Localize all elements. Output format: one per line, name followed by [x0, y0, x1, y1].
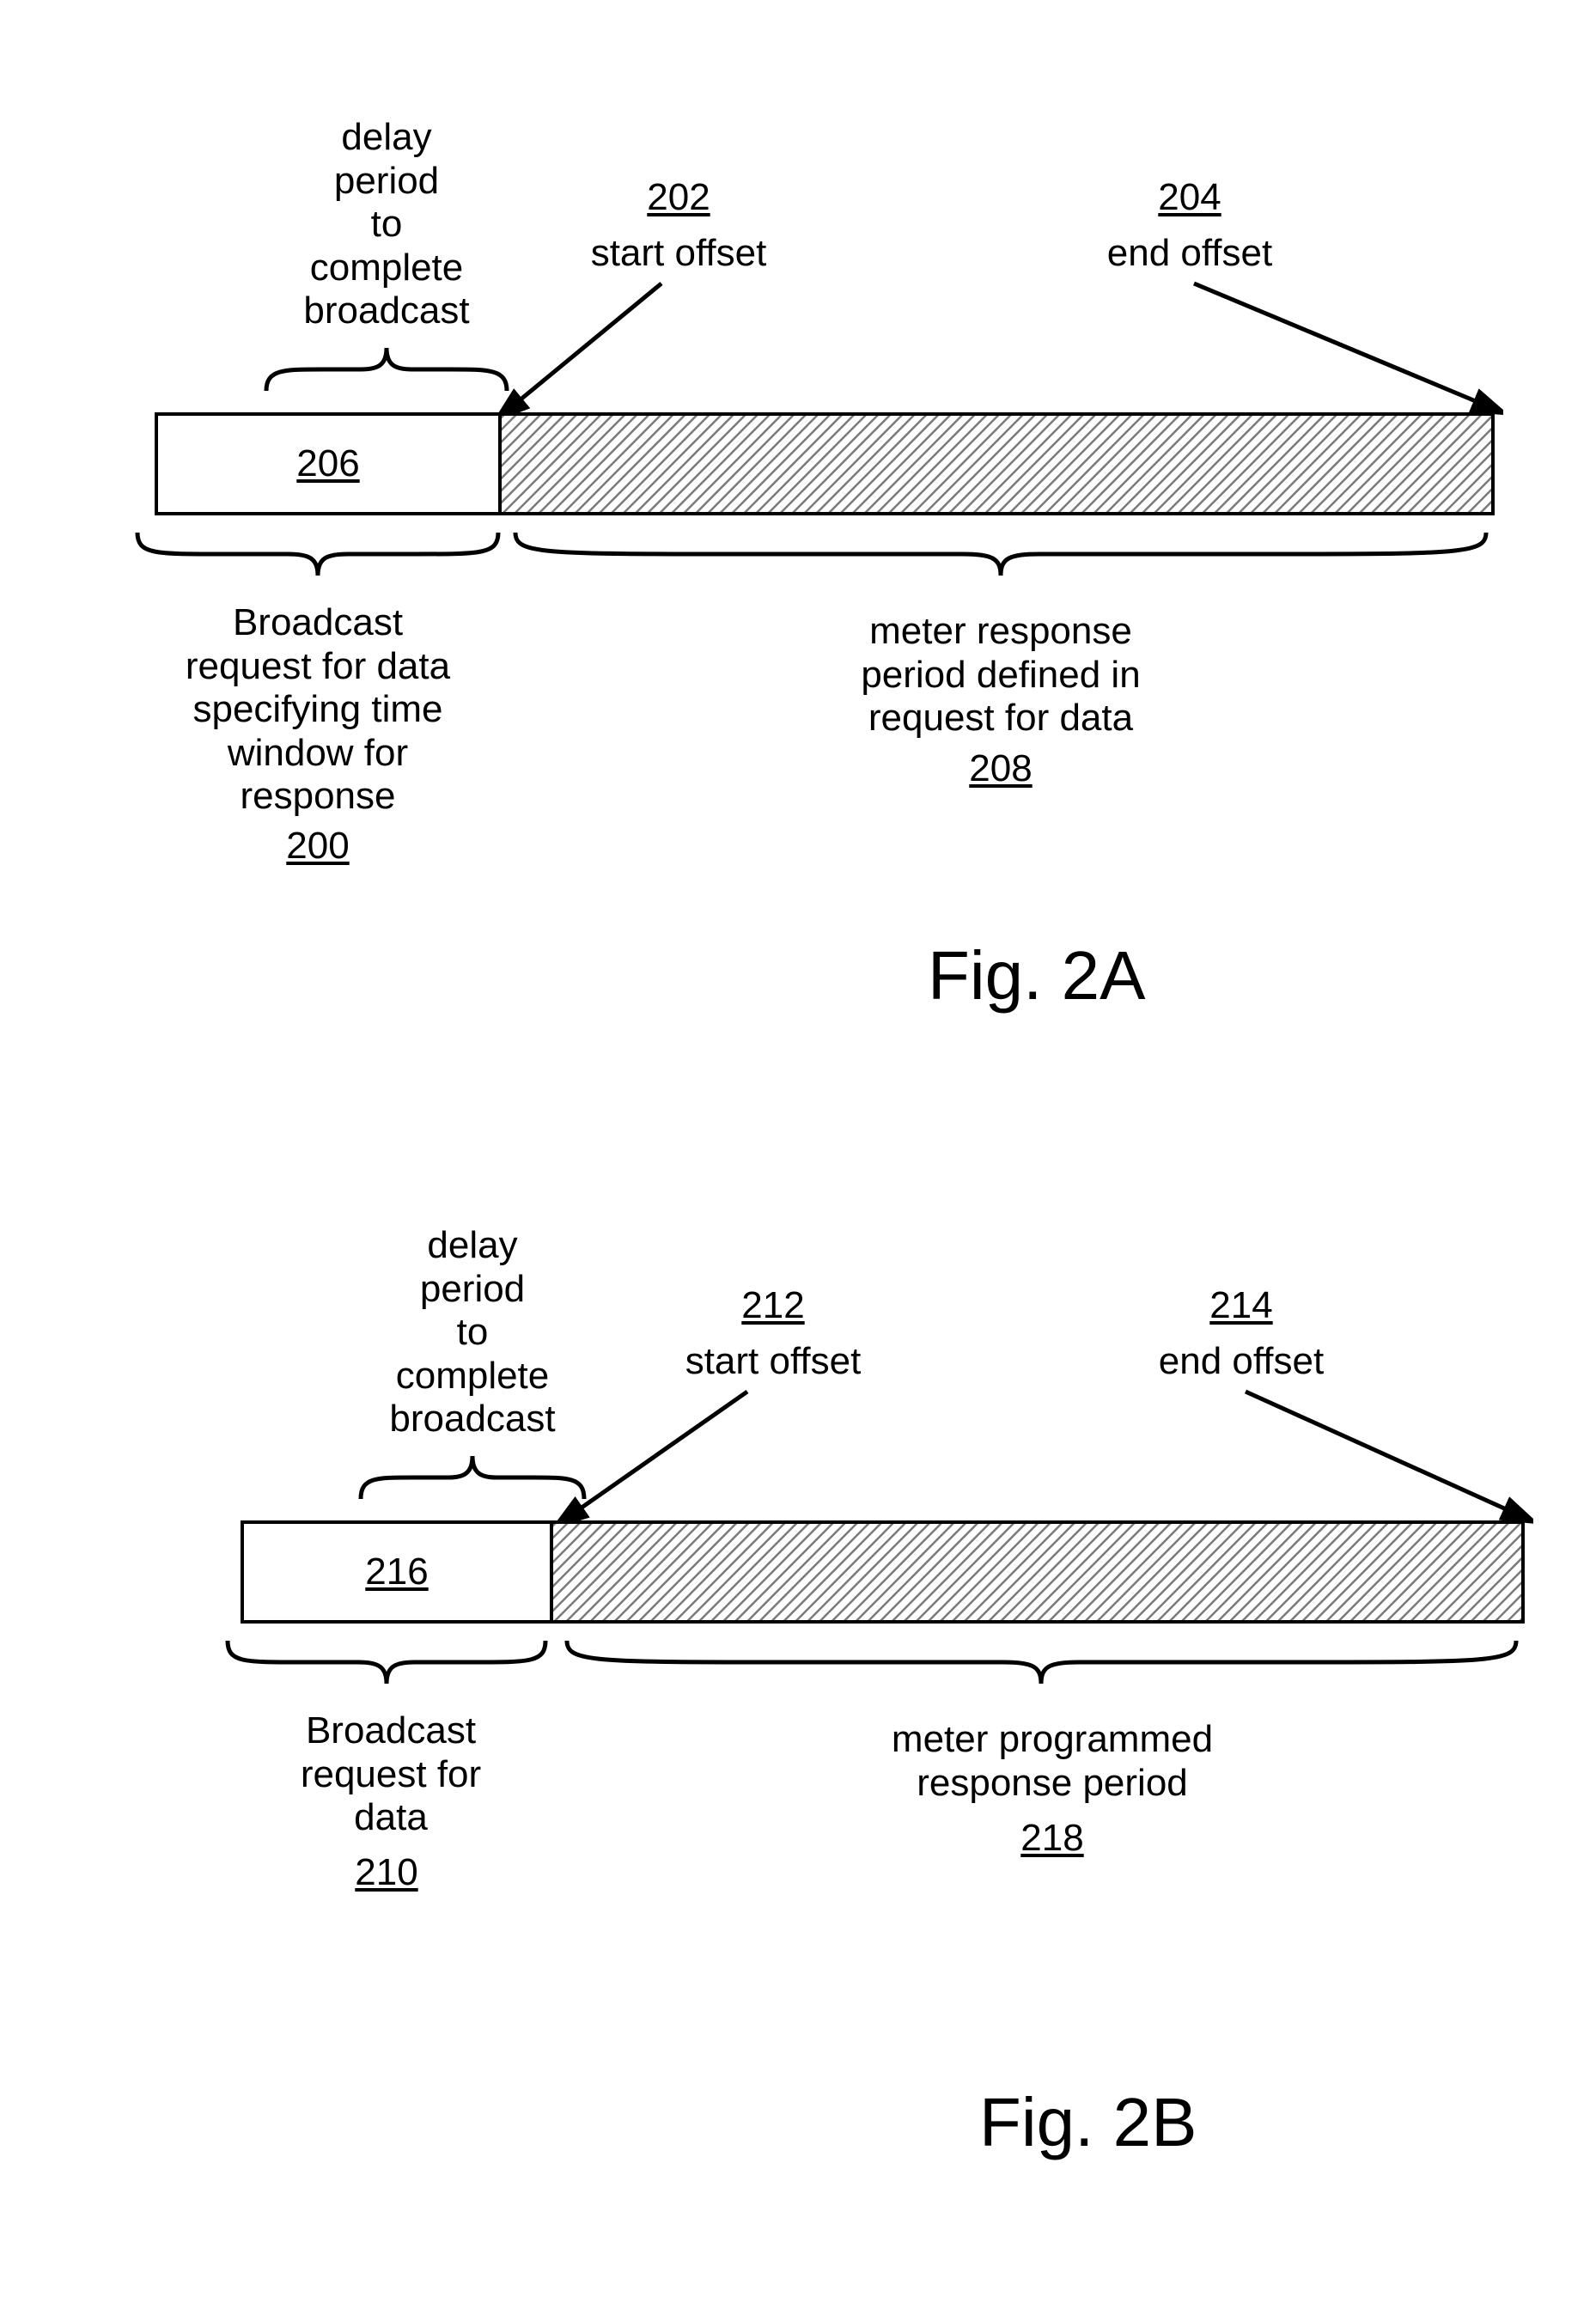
arrow-end-a	[1177, 275, 1503, 421]
brace-bottom-left-b	[210, 1632, 563, 1692]
page: { "figA": { "delay_label": "delay\nperio…	[34, 34, 1596, 2269]
bar-delay-seg-b: 216	[244, 1524, 553, 1620]
response-label-b: meter programmed response period	[855, 1718, 1250, 1805]
start-offset-num-b: 212	[722, 1284, 825, 1328]
bar-delay-seg-a: 206	[158, 416, 502, 512]
arrow-start-b	[550, 1383, 773, 1529]
bar-response-seg-b	[553, 1524, 1521, 1620]
timeline-bar-a: 206	[155, 412, 1495, 515]
end-offset-label-b: end offset	[1147, 1340, 1336, 1384]
brace-bottom-left-a	[120, 524, 515, 584]
start-offset-num-a: 202	[627, 176, 730, 220]
end-offset-num-a: 204	[1138, 176, 1241, 220]
fig-caption-b: Fig. 2B	[979, 2083, 1197, 2162]
response-num-a: 208	[949, 747, 1052, 791]
start-offset-label-a: start offset	[576, 232, 782, 276]
brace-bottom-right-b	[550, 1632, 1533, 1692]
broadcast-num-a: 200	[266, 825, 369, 868]
brace-bottom-right-a	[498, 524, 1503, 584]
end-offset-num-b: 214	[1190, 1284, 1293, 1328]
broadcast-num-b: 210	[335, 1851, 438, 1895]
delay-label-a: delay period to complete broadcast	[271, 116, 503, 333]
broadcast-label-a: Broadcast request for data specifying ti…	[137, 601, 498, 819]
broadcast-label-b: Broadcast request for data	[262, 1709, 520, 1840]
start-offset-label-b: start offset	[670, 1340, 876, 1384]
arrow-start-a	[490, 275, 687, 421]
response-label-a: meter response period defined in request…	[816, 610, 1185, 740]
response-num-b: 218	[1001, 1817, 1104, 1861]
fig-caption-a: Fig. 2A	[928, 936, 1145, 1015]
timeline-bar-b: 216	[241, 1520, 1525, 1624]
brace-top-delay-a	[258, 339, 515, 399]
bar-response-seg-a	[502, 416, 1491, 512]
end-offset-label-a: end offset	[1095, 232, 1284, 276]
arrow-end-b	[1233, 1383, 1533, 1529]
